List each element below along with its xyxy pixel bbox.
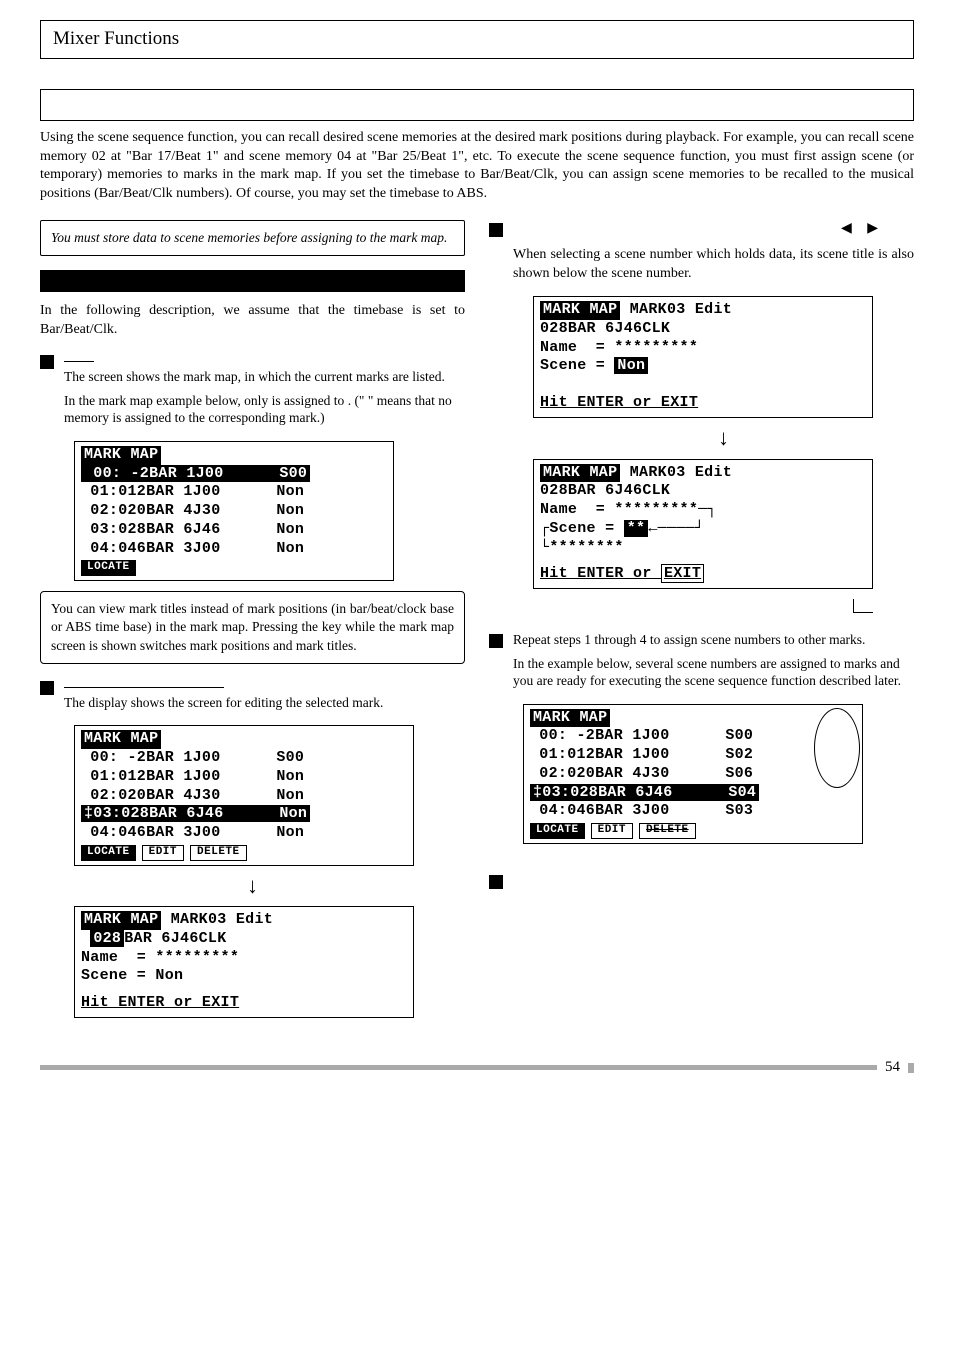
intro-paragraph: Using the scene sequence function, you c… bbox=[40, 129, 914, 205]
lcd-mark03-edit-2: MARK MAP MARK03 Edit 028BAR 6J46CLK Name… bbox=[533, 296, 873, 418]
lcd-mark03-edit-3: MARK MAP MARK03 Edit 028BAR 6J46CLK Name… bbox=[533, 459, 873, 590]
lcd-mark03-edit-1: MARK MAP MARK03 Edit 028BAR 6J46CLK Name… bbox=[74, 906, 414, 1018]
step-marker-icon bbox=[489, 634, 503, 648]
left-column: You must store data to scene memories be… bbox=[40, 220, 465, 1028]
select-scene-text: When selecting a scene number which hold… bbox=[513, 246, 914, 284]
repeat-text: Repeat steps 1 through 4 to assign scene… bbox=[513, 631, 914, 649]
lcd-delete-button[interactable]: DELETE bbox=[190, 845, 247, 861]
black-bar bbox=[40, 270, 465, 292]
step1-line2: In the mark map example below, only is a… bbox=[64, 392, 465, 427]
assumption-text: In the following description, we assume … bbox=[40, 302, 465, 340]
lcd-locate-button[interactable]: LOCATE bbox=[81, 845, 136, 861]
lcd-edit-button[interactable]: EDIT bbox=[591, 823, 633, 839]
arrow-down-icon: ↓ bbox=[40, 872, 465, 901]
lcd-edit-button[interactable]: EDIT bbox=[142, 845, 184, 861]
step2-text: The display shows the screen for editing… bbox=[64, 694, 465, 712]
lcd-locate-button[interactable]: LOCATE bbox=[530, 823, 585, 839]
step-marker-icon bbox=[40, 355, 54, 369]
lcd-markmap-1: MARK MAP 00: -2BAR 1J00 S00 01:012BAR 1J… bbox=[74, 441, 394, 581]
step-marker-icon bbox=[40, 681, 54, 695]
step1-line1: The screen shows the mark map, in which … bbox=[64, 368, 465, 386]
lcd-locate-button[interactable]: LOCATE bbox=[81, 560, 136, 576]
arrows-left-right: ◀ ▶ bbox=[511, 220, 914, 238]
note-box: You must store data to scene memories be… bbox=[40, 220, 465, 256]
step-marker-icon bbox=[489, 875, 503, 889]
page-header: Mixer Functions bbox=[40, 20, 914, 59]
arrow-down-icon: ↓ bbox=[533, 424, 914, 453]
step-2: The display shows the screen for editing… bbox=[40, 678, 465, 718]
right-column: ◀ ▶ When selecting a scene number which … bbox=[489, 220, 914, 1028]
page-title: Mixer Functions bbox=[53, 27, 901, 52]
step-1: The screen shows the mark map, in which … bbox=[40, 352, 465, 433]
step-repeat: Repeat steps 1 through 4 to assign scene… bbox=[489, 631, 914, 696]
step-final bbox=[489, 872, 914, 889]
section-title-box bbox=[40, 89, 914, 121]
lcd-markmap-2: MARK MAP 00: -2BAR 1J00 S00 01:012BAR 1J… bbox=[74, 725, 414, 865]
repeat-text2: In the example below, several scene numb… bbox=[513, 655, 914, 690]
lcd-delete-button[interactable]: DELETE bbox=[639, 823, 696, 839]
step-marker-icon bbox=[489, 223, 503, 237]
page-number: 54 bbox=[877, 1058, 908, 1078]
note-text: You must store data to scene memories be… bbox=[51, 230, 447, 245]
page-footer: 54 bbox=[40, 1058, 914, 1078]
info-box-titles: You can view mark titles instead of mark… bbox=[40, 591, 465, 664]
lcd-markmap-assigned: MARK MAP 00: -2BAR 1J00 S00 01:012BAR 1J… bbox=[523, 704, 863, 844]
